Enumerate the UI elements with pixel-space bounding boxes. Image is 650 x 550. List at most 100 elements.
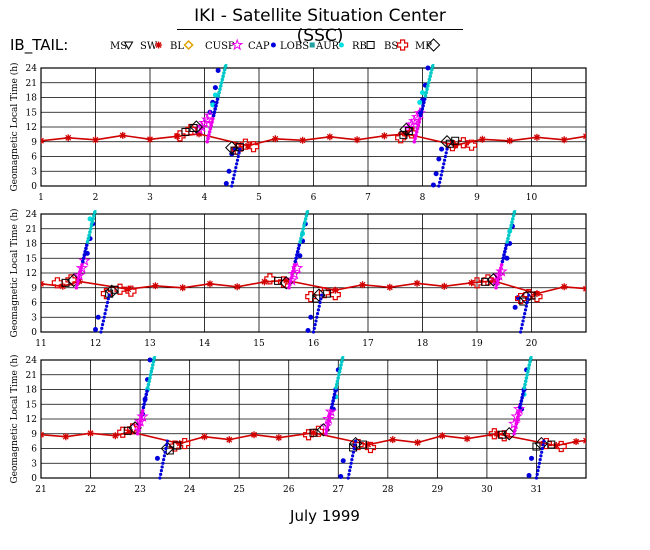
track-point: [508, 226, 513, 231]
track-point: [80, 259, 85, 264]
track-point: [442, 158, 447, 162]
track-point: [540, 446, 545, 451]
legend-label-lobs: LOBS: [280, 41, 309, 52]
x-tick-label: 16: [308, 339, 320, 349]
track-point: [351, 450, 355, 454]
track-point: [425, 87, 429, 92]
sw-point: [389, 436, 397, 444]
mp-point: [312, 288, 326, 302]
track-point: [86, 236, 91, 241]
x-tick-label: 20: [526, 339, 538, 349]
track-point: [528, 356, 533, 361]
track-point: [495, 279, 500, 283]
track-point: [303, 217, 308, 221]
track-point: [414, 130, 419, 134]
ms-point: [323, 289, 332, 298]
track-point: [78, 269, 83, 274]
sw-point: [41, 431, 45, 439]
track-point: [101, 319, 106, 323]
sw-point: [380, 132, 388, 140]
cusp-point: [288, 267, 301, 280]
cap-point: [526, 473, 532, 479]
track-point: [296, 246, 301, 251]
track-point: [413, 136, 417, 141]
track-point: [293, 259, 298, 264]
track-point: [418, 113, 423, 118]
series-ms: [61, 276, 536, 306]
x-tick-label: 8: [420, 193, 426, 203]
sw-point: [195, 130, 203, 138]
track-point: [498, 269, 502, 274]
track-point: [512, 210, 517, 215]
track-point: [136, 428, 141, 433]
track-point: [99, 330, 103, 334]
track-point: [541, 443, 545, 447]
track-point: [339, 363, 343, 367]
sw-point: [299, 136, 307, 144]
x-tick-label: 12: [90, 339, 101, 349]
cap-point: [305, 328, 311, 334]
track-point: [237, 151, 241, 155]
track-point: [511, 213, 516, 218]
track-point: [152, 356, 157, 361]
track-point: [234, 165, 238, 170]
track-point: [146, 382, 151, 387]
legend-label-ms: MS: [110, 41, 127, 52]
ms-point: [359, 440, 368, 449]
sw-point: [151, 282, 159, 290]
track-point: [210, 117, 215, 121]
sw-point: [582, 437, 586, 445]
track-point: [164, 443, 169, 447]
track-point: [523, 379, 528, 384]
track-point: [524, 376, 529, 380]
track-point: [517, 409, 522, 413]
track-point: [442, 162, 446, 166]
track-point: [329, 409, 333, 413]
track-point: [333, 389, 338, 393]
track-point: [353, 443, 357, 447]
aur-point: [87, 216, 93, 222]
y-tick-label: 0: [31, 182, 37, 192]
track-point: [527, 293, 531, 297]
track-point: [298, 240, 302, 244]
bs-point: [185, 123, 197, 136]
bs-point: [395, 132, 407, 144]
ms-point: [445, 139, 454, 148]
track-point: [207, 133, 211, 137]
track-point: [339, 359, 344, 364]
track-point: [145, 389, 149, 393]
track-point: [519, 326, 524, 330]
bs-point: [65, 274, 77, 286]
sw-point: [463, 435, 471, 443]
sw-point: [438, 432, 446, 440]
track-point: [509, 223, 513, 228]
legend-label-rb: RB: [352, 41, 367, 52]
legend-marker-mp: [426, 38, 441, 52]
track-point: [337, 372, 341, 377]
track-point: [100, 323, 105, 327]
track-point: [222, 67, 227, 72]
cusp-point: [198, 116, 211, 129]
y-tick-label: 12: [26, 415, 37, 425]
track-point: [495, 282, 499, 287]
track-point: [100, 326, 104, 330]
cusp-point: [75, 261, 89, 274]
track-point: [143, 395, 148, 400]
track-point: [91, 217, 95, 221]
bs-point: [465, 139, 478, 151]
track-point: [516, 412, 521, 416]
track-point: [216, 94, 221, 98]
track-point: [105, 304, 109, 308]
sw-point: [533, 290, 541, 298]
cap-point: [436, 156, 442, 162]
track-point: [84, 243, 89, 247]
track-point: [74, 285, 79, 290]
track-point: [299, 233, 304, 238]
panel-frame: [40, 359, 587, 479]
y-tick-label: 18: [26, 94, 38, 104]
legend-marker-rb: [366, 41, 375, 49]
track-point: [332, 395, 336, 400]
track-point: [312, 326, 316, 330]
sw-point: [225, 436, 233, 444]
ms-point: [173, 441, 182, 450]
